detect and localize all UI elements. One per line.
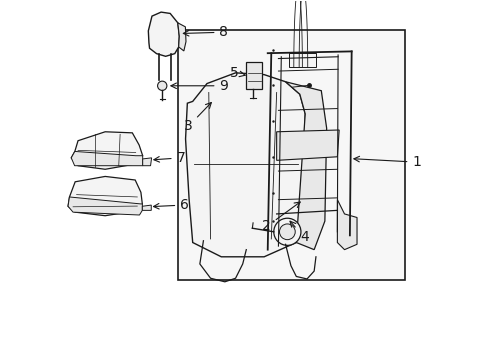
Polygon shape: [71, 132, 142, 169]
Polygon shape: [276, 130, 339, 160]
Circle shape: [157, 81, 166, 90]
Polygon shape: [142, 205, 151, 210]
Text: 9: 9: [170, 79, 228, 93]
Polygon shape: [185, 73, 305, 257]
Text: 2: 2: [262, 202, 300, 233]
Polygon shape: [178, 23, 185, 51]
Polygon shape: [71, 152, 142, 166]
Text: 7: 7: [154, 151, 185, 165]
Polygon shape: [142, 158, 151, 166]
Text: 8: 8: [183, 25, 228, 39]
Bar: [178, 30, 405, 280]
Text: 3: 3: [183, 103, 211, 134]
Polygon shape: [285, 82, 326, 249]
Polygon shape: [148, 12, 179, 56]
Text: 1: 1: [353, 155, 420, 169]
Circle shape: [273, 218, 300, 246]
Text: 6: 6: [153, 198, 189, 212]
Polygon shape: [68, 197, 142, 215]
Polygon shape: [337, 200, 356, 249]
Bar: [246, 62, 262, 89]
Circle shape: [279, 224, 295, 240]
Text: 5: 5: [230, 66, 244, 80]
Bar: [288, 53, 315, 67]
Text: 4: 4: [289, 221, 308, 244]
Polygon shape: [68, 176, 142, 216]
